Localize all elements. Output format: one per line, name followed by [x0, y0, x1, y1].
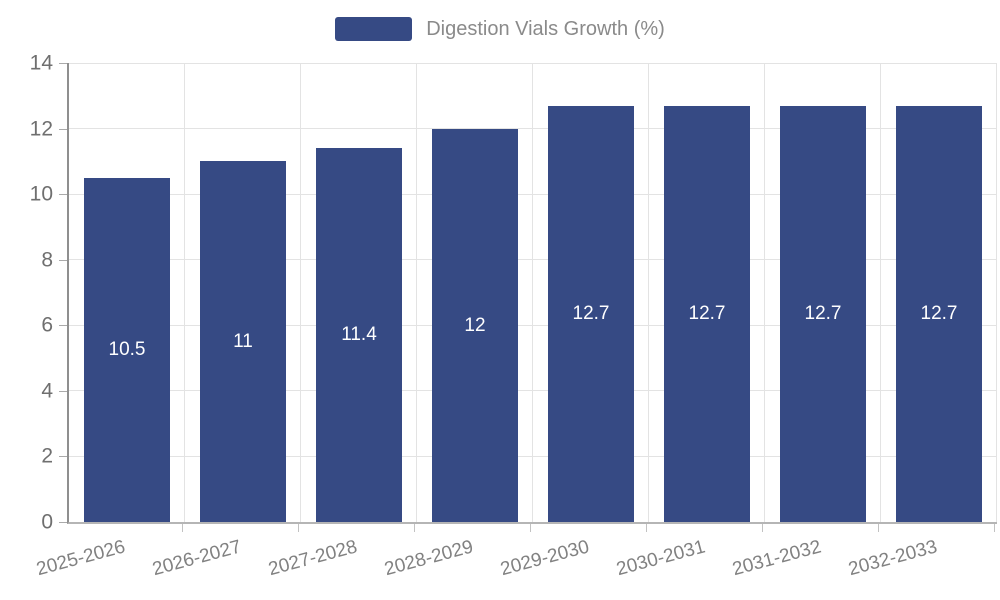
gridline-vertical [300, 63, 301, 522]
gridline-vertical [416, 63, 417, 522]
y-tick-label: 0 [41, 510, 53, 534]
y-tick-mark [59, 259, 67, 261]
legend-swatch [335, 17, 413, 41]
bar-2032-2033: 12.7 [896, 106, 982, 522]
bar-value-label: 11.4 [341, 324, 377, 345]
gridline-vertical [648, 63, 649, 522]
x-tick-label: 2029-2030 [498, 536, 592, 581]
bar-2027-2028: 11.4 [316, 148, 402, 522]
gridline-horizontal [69, 259, 997, 261]
x-tick-mark [646, 524, 647, 532]
bar-value-label: 12 [464, 314, 486, 336]
y-tick-mark [59, 456, 67, 458]
y-tick-mark [59, 63, 67, 64]
x-tick-label: 2027-2028 [266, 536, 360, 581]
bar-value-label: 12.7 [572, 303, 610, 324]
x-tick-mark [994, 524, 995, 532]
y-tick-label: 10 [29, 182, 53, 206]
bar-2029-2030: 12.7 [548, 106, 634, 522]
gridline-horizontal [69, 324, 997, 326]
gridline-horizontal [69, 390, 997, 392]
bar-value-label: 12.7 [688, 303, 726, 324]
gridline-vertical [764, 63, 765, 522]
x-tick-label: 2030-2031 [614, 536, 708, 581]
x-tick-label: 2026-2027 [150, 536, 244, 581]
y-tick-mark [59, 194, 67, 196]
bar-2030-2031: 12.7 [664, 106, 750, 522]
bar-value-label: 10.5 [108, 339, 146, 360]
bar-value-label: 12.7 [920, 303, 958, 324]
y-tick-label: 6 [41, 313, 53, 337]
gridline-vertical [996, 63, 997, 522]
legend-label: Digestion Vials Growth (%) [426, 17, 665, 40]
legend-item[interactable]: Digestion Vials Growth (%) [335, 17, 665, 41]
y-tick-label: 4 [41, 379, 53, 403]
legend: Digestion Vials Growth (%) [0, 17, 1000, 41]
y-tick-mark [59, 390, 67, 392]
bar-value-label: 12.7 [804, 303, 842, 324]
bar-2028-2029: 12 [432, 129, 518, 522]
bar-value-label: 11 [233, 330, 253, 352]
x-tick-mark [414, 524, 415, 532]
y-tick-label: 14 [29, 51, 53, 75]
y-tick-mark [59, 522, 67, 523]
x-tick-label: 2031-2032 [730, 536, 824, 581]
y-tick-label: 12 [29, 117, 53, 141]
x-tick-label: 2025-2026 [34, 536, 128, 581]
gridline-vertical [532, 63, 533, 522]
x-tick-mark [182, 524, 183, 532]
bar-2025-2026: 10.5 [84, 178, 170, 522]
x-tick-mark [530, 524, 531, 532]
y-tick-label: 2 [41, 444, 53, 468]
gridline-horizontal [69, 62, 997, 64]
gridline-vertical [184, 63, 185, 522]
x-tick-mark [878, 524, 879, 532]
x-tick-mark [762, 524, 763, 532]
y-tick-mark [59, 128, 67, 130]
bar-2031-2032: 12.7 [780, 106, 866, 522]
bar-2026-2027: 11 [200, 161, 286, 522]
y-tick-label: 8 [41, 248, 53, 272]
x-tick-label: 2032-2033 [846, 536, 940, 581]
gridline-horizontal [69, 455, 997, 457]
x-tick-label: 2028-2029 [382, 536, 476, 581]
gridline-vertical [880, 63, 881, 522]
gridline-horizontal [69, 193, 997, 195]
gridline-horizontal [69, 128, 997, 130]
x-tick-mark [298, 524, 299, 532]
plot-area: 10.5 11 11.4 12 12.7 12.7 12.7 12.7 [67, 62, 997, 524]
y-tick-mark [59, 325, 67, 327]
